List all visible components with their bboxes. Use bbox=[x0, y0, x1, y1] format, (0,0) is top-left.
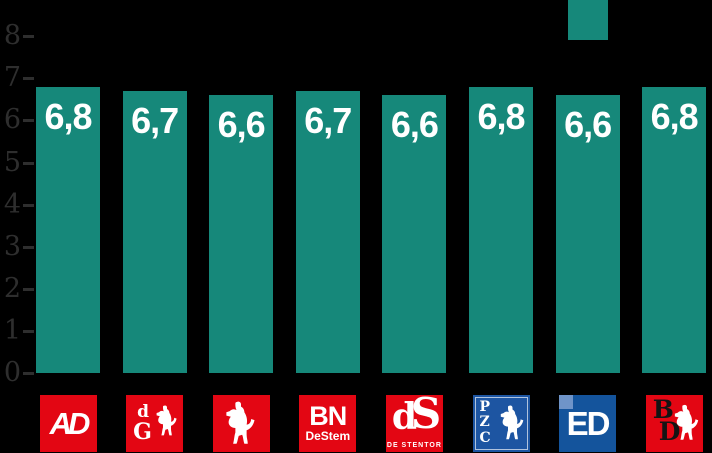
y-axis-tick bbox=[23, 372, 34, 375]
ad-logo-text: AD bbox=[49, 405, 91, 441]
ds-letter-s: S bbox=[410, 395, 442, 438]
logo-bd: B D bbox=[645, 395, 703, 452]
logo-de-stentor: d S DE STENTOR bbox=[385, 395, 443, 452]
bar-value-label: 6,8 bbox=[44, 95, 92, 137]
bar-value-label: 6,6 bbox=[564, 104, 612, 146]
bn-logo-text: BN bbox=[309, 400, 347, 431]
bar-value-label: 6,8 bbox=[650, 95, 699, 137]
horse-icon bbox=[226, 401, 255, 444]
lion-icon bbox=[500, 405, 523, 440]
y-axis-label: 4 bbox=[3, 188, 21, 220]
logo-bn-destem: BN DeStem bbox=[299, 395, 357, 452]
bar-bd: 6,8 bbox=[642, 86, 707, 373]
bar-value-label: 6,6 bbox=[390, 104, 439, 146]
destem-logo-text: DeStem bbox=[305, 429, 351, 444]
y-axis-tick bbox=[23, 77, 34, 81]
y-axis-label: 3 bbox=[3, 230, 21, 262]
dg-letter-g: G bbox=[133, 419, 152, 445]
horse-icon bbox=[156, 405, 177, 436]
ed-logo-text: ED bbox=[566, 404, 611, 442]
y-axis-tick bbox=[23, 119, 34, 123]
bar-pzc: 6,8 bbox=[469, 86, 533, 373]
pzc-letter-p: P bbox=[479, 399, 491, 415]
pzc-letters: P Z C bbox=[479, 399, 491, 446]
y-axis-label: 5 bbox=[3, 146, 21, 178]
y-axis-label: 0 bbox=[3, 357, 21, 388]
ds-letter-d: d bbox=[391, 396, 418, 438]
y-axis-label: 7 bbox=[3, 62, 21, 94]
bar-tubantia: 6,6 bbox=[209, 95, 274, 373]
logo-ed: ED bbox=[559, 395, 617, 452]
y-axis-tick bbox=[23, 329, 34, 333]
ed-corner-accent bbox=[559, 395, 574, 409]
bar-value-label: 6,8 bbox=[477, 95, 525, 137]
logo-pzc: P Z C bbox=[472, 395, 530, 452]
pzc-letter-z: Z bbox=[479, 414, 490, 431]
legend-swatch bbox=[568, 0, 608, 40]
bar-de-gelderlander: 6,7 bbox=[122, 90, 187, 373]
y-axis-tick bbox=[23, 203, 34, 207]
bd-letter-b: B bbox=[652, 395, 674, 424]
lion-icon bbox=[674, 404, 698, 440]
bar-ad: 6,8 bbox=[36, 86, 100, 373]
bar-de-stentor: 6,6 bbox=[382, 95, 447, 373]
bar-value-label: 6,6 bbox=[217, 104, 266, 146]
y-axis-tick bbox=[23, 287, 34, 291]
y-axis-label: 2 bbox=[3, 272, 21, 304]
bar-bn-destem: 6,7 bbox=[295, 90, 360, 373]
logo-ad: AD bbox=[39, 395, 97, 452]
bar-value-label: 6,7 bbox=[131, 99, 179, 141]
bar-value-label: 6,7 bbox=[304, 99, 352, 141]
logo-tubantia bbox=[212, 395, 270, 452]
y-axis-label: 1 bbox=[3, 314, 21, 346]
dg-letter-d: d bbox=[137, 402, 149, 422]
y-axis-tick bbox=[23, 161, 34, 165]
pzc-letter-c: C bbox=[479, 429, 491, 446]
y-axis-tick bbox=[23, 245, 34, 249]
y-axis-tick bbox=[23, 35, 34, 39]
y-axis-label: 8 bbox=[3, 20, 21, 52]
bar-ed: 6,6 bbox=[555, 95, 620, 373]
de-stentor-label: DE STENTOR bbox=[386, 442, 442, 449]
y-axis-label: 6 bbox=[3, 104, 21, 136]
logo-de-gelderlander: d G bbox=[126, 395, 184, 452]
bd-letter-d: D bbox=[658, 417, 681, 446]
